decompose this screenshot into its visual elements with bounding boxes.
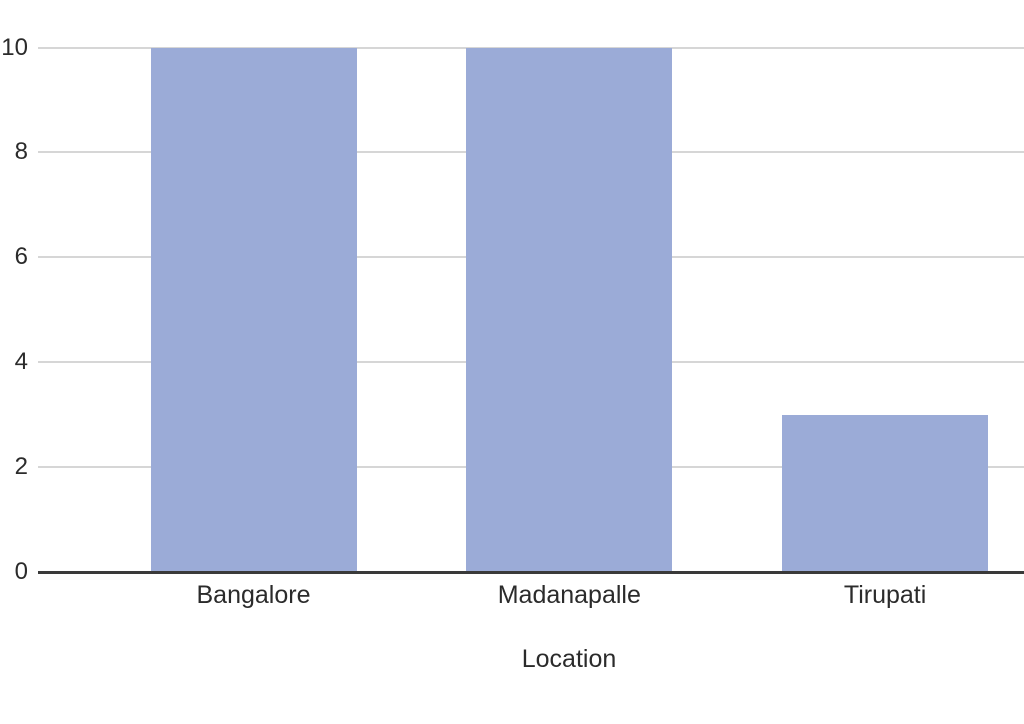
y-tick-label-2: 2 bbox=[14, 453, 28, 481]
bar-madanapalle bbox=[466, 47, 673, 572]
bar-tirupati bbox=[782, 414, 989, 572]
x-axis-line bbox=[38, 571, 1024, 574]
y-tick-label-0: 0 bbox=[14, 558, 28, 585]
x-category-label-madanapalle: Madanapalle bbox=[497, 581, 641, 609]
bar-bangalore bbox=[150, 47, 357, 572]
y-tick-label-4: 4 bbox=[14, 348, 28, 376]
x-axis-label: Location bbox=[521, 645, 617, 673]
y-tick-label-6: 6 bbox=[14, 243, 28, 271]
x-category-label-bangalore: Bangalore bbox=[196, 581, 311, 609]
y-tick-label-8: 8 bbox=[14, 138, 28, 166]
x-category-label-tirupati: Tirupati bbox=[843, 581, 927, 609]
y-tick-label-10: 10 bbox=[1, 33, 28, 61]
